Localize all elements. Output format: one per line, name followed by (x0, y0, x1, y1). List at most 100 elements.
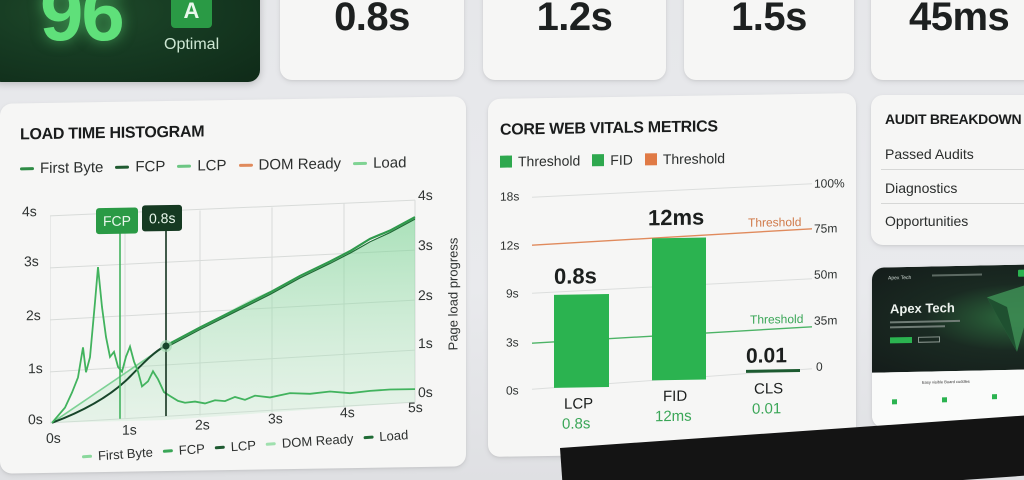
legend-item[interactable]: FCP (115, 158, 165, 176)
x-tick: 4s (340, 404, 355, 421)
y-tick: 3s (24, 253, 39, 270)
chart-legend: Threshold FID Threshold (500, 150, 725, 170)
legend-item[interactable]: First Byte (20, 159, 103, 177)
legend-label: LCP (230, 437, 257, 455)
legend-line-icon (363, 435, 374, 440)
legend-line-icon (115, 165, 130, 169)
x-tick: 3s (268, 410, 283, 427)
threshold-lower-label: Threshold (750, 311, 804, 327)
y-tick: 2s (26, 307, 41, 324)
legend-square-icon (592, 154, 605, 167)
bar-value-label: 0.01 (746, 344, 787, 368)
y-tick: 0s (28, 410, 43, 428)
audit-row-label: Diagnostics (885, 180, 958, 196)
preview-text-line (890, 319, 960, 324)
chart-legend-top: First Byte FCP LCP DOM Ready Load (20, 154, 406, 177)
y2-tick: 4s (418, 186, 433, 204)
preview-section-title: Easy visible Board cuddles (922, 378, 970, 385)
metric-value: 1.2s (536, 0, 613, 39)
legend-line-icon (238, 163, 253, 167)
legend-label: FID (610, 151, 633, 168)
preview-brand: Apex Tech (888, 274, 912, 282)
y-tick: 9s (506, 286, 519, 301)
y2-axis-label: Page load progress (445, 237, 461, 351)
preview-button (890, 336, 912, 344)
metric-value: 0.8s (334, 0, 410, 39)
audit-row-diagnostics[interactable]: Diagnostics (885, 180, 1024, 196)
legend-line-icon (162, 449, 173, 453)
bar-category: LCP (564, 395, 594, 413)
legend-label: DOM Ready (281, 430, 354, 451)
legend-item[interactable]: Load (353, 154, 406, 172)
legend-label: First Byte (97, 444, 154, 464)
preview-feature-icon (942, 397, 947, 403)
threshold-upper-label: Threshold (748, 214, 802, 230)
legend-label: LCP (197, 157, 227, 175)
performance-score-card: 96 A Optimal (0, 0, 260, 82)
metric-card-tbt: 45ms (871, 0, 1024, 80)
card-title: CORE WEB VITALS METRICS (500, 118, 718, 139)
y2-tick: 0s (418, 383, 433, 401)
website-preview-thumbnail[interactable]: Apex Tech Apex Tech Easy visible Board c… (872, 264, 1024, 428)
x-tick: 5s (408, 399, 423, 416)
audit-row-passed[interactable]: Passed Audits 2 (885, 146, 1024, 162)
legend-item[interactable]: First Byte (81, 444, 154, 465)
metric-value: 1.5s (731, 0, 807, 39)
legend-line-icon (177, 164, 192, 168)
y2-tick: 0 (816, 359, 823, 374)
cwv-bar-plot (532, 183, 812, 390)
y2-tick: 2s (418, 286, 433, 304)
legend-square-icon (644, 153, 657, 166)
legend-label: Threshold (518, 152, 581, 170)
core-web-vitals-card: CORE WEB VITALS METRICS Threshold FID Th… (488, 93, 856, 457)
y2-tick: 100% (814, 176, 845, 191)
legend-item[interactable]: Threshold (644, 150, 726, 168)
legend-item[interactable]: DOM Ready (238, 155, 342, 174)
y-tick: 0s (506, 383, 519, 398)
legend-label: FCP (178, 441, 206, 458)
preview-hero-title: Apex Tech (890, 300, 955, 317)
legend-item[interactable]: FCP (162, 441, 205, 459)
audit-row-label: Passed Audits (885, 146, 974, 162)
legend-item[interactable]: Load (363, 427, 409, 445)
y-tick: 1s (28, 359, 43, 377)
x-tick: 2s (195, 416, 210, 433)
legend-square-icon (500, 155, 512, 168)
audit-row-opportunities[interactable]: Opportunities (885, 213, 1024, 229)
audit-row-label: Opportunities (885, 213, 969, 229)
bar-value-label: 0.8s (554, 263, 597, 289)
bar-category: FID (663, 387, 688, 406)
metric-card-tti: 1.5s (684, 0, 854, 80)
y-tick: 18s (500, 189, 520, 204)
y2-tick: 3s (418, 236, 433, 254)
card-title: AUDIT BREAKDOWN (885, 111, 1022, 127)
legend-label: DOM Ready (258, 155, 342, 174)
legend-item[interactable]: LCP (177, 157, 227, 175)
fcp-annotation: FCP (96, 207, 138, 235)
y2-tick: 35m (814, 313, 838, 328)
y2-tick: 75m (814, 221, 838, 236)
x-tick: 0s (46, 429, 61, 446)
y-tick: 3s (506, 335, 519, 350)
legend-label: Load (378, 427, 409, 445)
metric-value: 45ms (909, 0, 1010, 39)
legend-label: Threshold (662, 150, 726, 168)
card-title: LOAD TIME HISTOGRAM (20, 123, 205, 144)
bar-value-label: 12ms (648, 204, 705, 231)
legend-label: First Byte (40, 159, 104, 178)
legend-item[interactable]: LCP (214, 438, 256, 456)
legend-item[interactable]: Threshold (500, 152, 580, 169)
legend-label: FCP (135, 158, 166, 176)
preview-button (918, 336, 940, 343)
grade-label: Optimal (164, 36, 220, 53)
y2-tick: 50m (814, 267, 838, 282)
legend-line-icon (353, 161, 368, 166)
metric-card-lcp: 1.2s (483, 0, 666, 80)
performance-score: 96 (40, 0, 125, 57)
y2-tick: 1s (418, 334, 433, 352)
legend-line-icon (214, 445, 225, 450)
preview-hero: Apex Tech Apex Tech (872, 264, 1024, 373)
legend-item[interactable]: DOM Ready (265, 430, 354, 452)
legend-item[interactable]: FID (592, 152, 633, 169)
load-time-histogram-card: LOAD TIME HISTOGRAM First Byte FCP LCP D… (0, 96, 466, 474)
